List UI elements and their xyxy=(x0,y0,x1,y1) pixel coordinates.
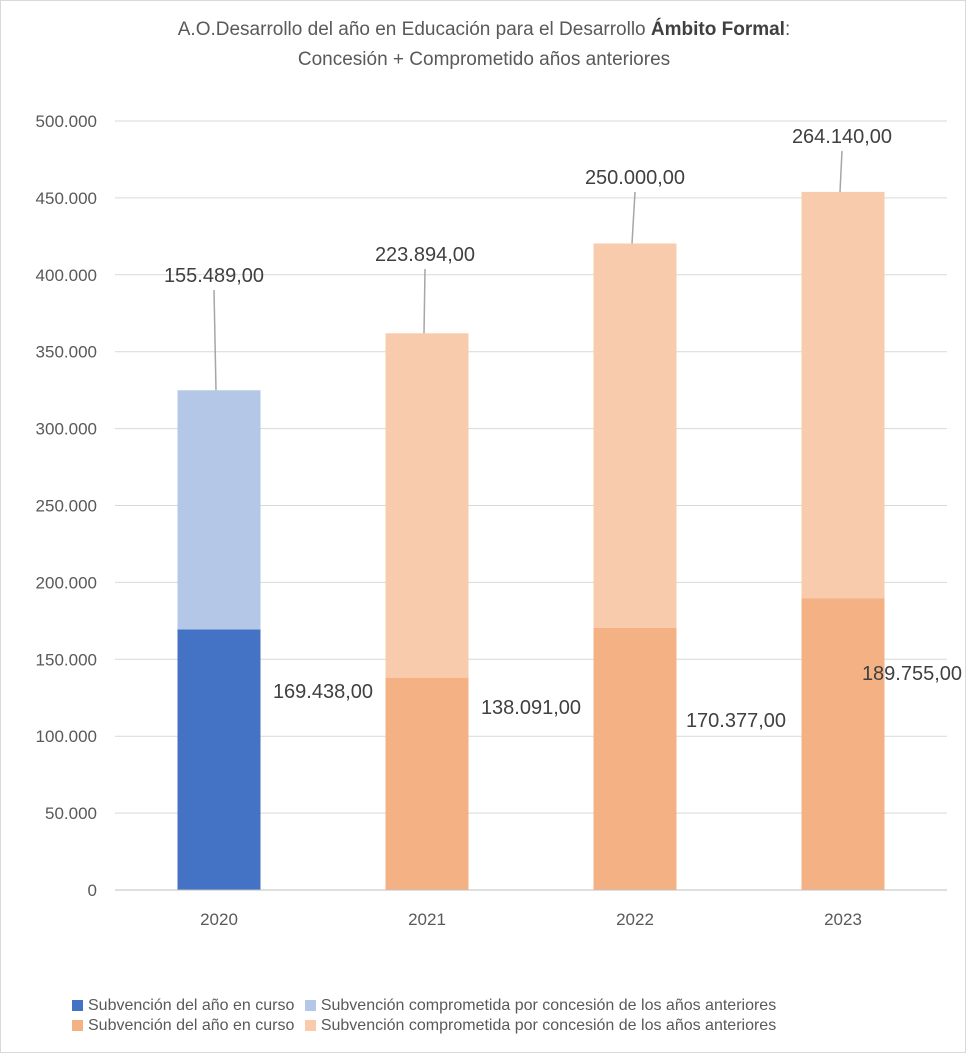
legend-label-series-1: Subvención del año en curso xyxy=(88,997,295,1014)
chart-title-suffix: : xyxy=(784,19,791,40)
chart-plot: 0 50.000 100.000 150.000 200.000 250.000 300.0… xyxy=(36,112,963,929)
chart-title-prefix: A.O.Desarrollo del año en Educación para… xyxy=(177,19,651,40)
bar-segment-current xyxy=(801,598,885,890)
legend-swatch-series-3 xyxy=(72,1020,83,1031)
legend-row-2: Subvención del año en curso Subvención c… xyxy=(72,1018,782,1034)
x-tick-label: 2020 xyxy=(200,910,238,929)
y-tick-label: 250.000 xyxy=(36,497,97,516)
legend-item-series-2: Subvención comprometida por concesión de… xyxy=(304,997,777,1014)
y-tick-label: 100.000 xyxy=(36,727,97,746)
y-tick-label: 200.000 xyxy=(36,573,97,592)
legend-label-series-2: Subvención comprometida por concesión de… xyxy=(320,997,777,1014)
y-tick-label: 300.000 xyxy=(36,420,97,439)
legend-swatch-series-4 xyxy=(304,1020,316,1031)
bar-segment-current xyxy=(385,677,469,890)
bar-segment-committed xyxy=(801,191,885,599)
y-tick-label: 0 xyxy=(88,881,97,900)
x-tick-label: 2023 xyxy=(824,910,862,929)
x-tick-label: 2021 xyxy=(408,910,446,929)
chart-title-line1: A.O.Desarrollo del año en Educación para… xyxy=(0,19,968,41)
legend-label-series-4: Subvención comprometida por concesión de… xyxy=(320,1017,777,1034)
y-tick-label: 500.000 xyxy=(36,112,97,131)
bar-segment-committed xyxy=(385,333,469,678)
legend-label-series-3: Subvención del año en curso xyxy=(88,1017,295,1034)
leader-line xyxy=(839,150,843,192)
data-label-current: 138.091,00 xyxy=(481,697,581,719)
leader-line xyxy=(213,289,217,391)
legend-item-series-1: Subvención del año en curso xyxy=(72,998,294,1014)
bar-segment-committed xyxy=(593,243,677,628)
legend-item-series-4: Subvención comprometida por concesión de… xyxy=(304,1017,777,1034)
legend-row-1: Subvención del año en curso Subvención c… xyxy=(72,998,782,1014)
chart-title-bold: Ámbito Formal xyxy=(650,19,785,40)
legend-swatch-series-2 xyxy=(304,1000,316,1011)
y-tick-label: 150.000 xyxy=(36,650,97,669)
chart-title-line2: Concesión + Comprometido años anteriores xyxy=(297,49,671,70)
leader-line xyxy=(423,268,426,334)
data-label-current: 170.377,00 xyxy=(686,710,786,732)
leader-line xyxy=(631,191,636,244)
bar-segment-current xyxy=(593,627,677,890)
data-label-current: 189.755,00 xyxy=(862,663,962,685)
y-tick-label: 450.000 xyxy=(36,189,97,208)
data-label-committed: 250.000,00 xyxy=(585,167,685,189)
bar-segment-committed xyxy=(177,390,261,630)
x-tick-label: 2022 xyxy=(616,910,654,929)
y-tick-label: 350.000 xyxy=(36,343,97,362)
bar-segment-current xyxy=(177,629,261,890)
data-label-committed: 155.489,00 xyxy=(164,265,264,287)
data-label-committed: 264.140,00 xyxy=(792,126,892,148)
legend-item-series-3: Subvención del año en curso xyxy=(72,1018,294,1034)
y-tick-label: 400.000 xyxy=(36,266,97,285)
legend-swatch-series-1 xyxy=(72,1000,83,1011)
data-label-committed: 223.894,00 xyxy=(375,244,475,266)
y-tick-label: 50.000 xyxy=(45,804,97,823)
data-label-current: 169.438,00 xyxy=(273,681,373,703)
